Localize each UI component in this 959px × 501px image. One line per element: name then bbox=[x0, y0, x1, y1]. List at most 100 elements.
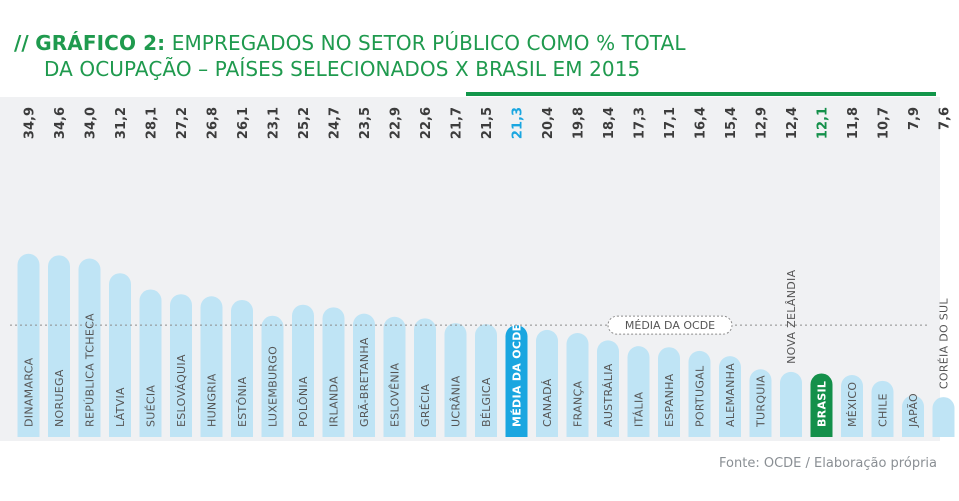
bar-luxemburgo bbox=[261, 315, 284, 437]
bar-japao bbox=[902, 395, 924, 437]
value-label-grecia: 22,6 bbox=[419, 107, 434, 139]
bar-portugal bbox=[688, 350, 711, 437]
category-label-alemanha: ALEMANHA bbox=[724, 363, 737, 427]
bar-belgica bbox=[475, 324, 497, 437]
value-label-eslovaquia: 27,2 bbox=[175, 107, 190, 139]
category-label-eslovenia: ESLOVÊNIA bbox=[389, 363, 402, 427]
category-label-estonia: ESTÔNIA bbox=[236, 376, 249, 427]
title-prefix: // bbox=[14, 31, 29, 55]
category-label-suecia: SUÉCIA bbox=[145, 385, 158, 427]
bar-irlanda bbox=[322, 307, 345, 437]
category-label-eslovaquia: ESLOVÁQUIA bbox=[175, 354, 188, 427]
category-label-mexico: MÉXICO bbox=[846, 382, 859, 427]
value-label-chile: 10,7 bbox=[877, 107, 892, 139]
bar-eslovenia bbox=[383, 316, 406, 437]
category-label-coreia-do-sul: CORÉIA DO SUL bbox=[938, 298, 951, 389]
category-label-espanha: ESPANHA bbox=[663, 373, 676, 427]
value-label-gra-bretanha: 23,5 bbox=[358, 107, 373, 139]
category-label-grecia: GRÉCIA bbox=[419, 383, 432, 427]
category-label-republica-tcheca: REPÚBLICA TCHECA bbox=[84, 313, 97, 427]
title-line-2: DA OCUPAÇÃO – PAÍSES SELECIONADOS X BRAS… bbox=[44, 57, 641, 81]
value-label-latvia: 31,2 bbox=[114, 107, 129, 139]
bar-alemanha bbox=[719, 356, 741, 437]
category-label-canada: CANADÁ bbox=[541, 378, 554, 427]
category-label-belgica: BÉLGICA bbox=[480, 377, 493, 427]
category-label-japao: JAPÃO bbox=[907, 393, 920, 428]
bar-gra-bretanha bbox=[353, 313, 375, 437]
bar-estonia bbox=[231, 299, 253, 437]
value-label-suecia: 28,1 bbox=[145, 107, 160, 139]
bar-suecia bbox=[139, 289, 162, 437]
bar-republica-tcheca bbox=[78, 258, 101, 437]
category-label-ucrania: UCRÂNIA bbox=[450, 375, 463, 427]
value-label-italia: 17,3 bbox=[633, 107, 648, 139]
source-note: Fonte: OCDE / Elaboração própria bbox=[719, 456, 937, 471]
value-label-media-da-ocde: 21,3 bbox=[511, 107, 526, 139]
bar-italia bbox=[627, 346, 650, 437]
value-label-espanha: 17,1 bbox=[663, 107, 678, 139]
value-label-japao: 7,9 bbox=[907, 107, 922, 130]
category-label-brasil: BRASIL bbox=[816, 381, 829, 427]
average-line-label-box bbox=[607, 315, 733, 335]
bar-polonia bbox=[292, 304, 314, 437]
value-label-brasil: 12,1 bbox=[816, 107, 831, 139]
value-label-eslovenia: 22,9 bbox=[389, 107, 404, 139]
chart-title: // GRÁFICO 2: EMPREGADOS NO SETOR PÚBLIC… bbox=[14, 30, 686, 82]
category-label-gra-bretanha: GRÃ-BRETANHA bbox=[358, 337, 371, 427]
bar-brasil bbox=[810, 373, 833, 437]
bar-franca bbox=[566, 333, 589, 437]
value-label-irlanda: 24,7 bbox=[328, 107, 343, 139]
average-reference-line: MÉDIA DA OCDE bbox=[10, 315, 930, 335]
category-label-latvia: LÁTVIA bbox=[114, 387, 127, 427]
bar-mexico bbox=[841, 375, 863, 437]
bar-nova-zelandia bbox=[780, 371, 803, 437]
category-label-italia: ITÁLIA bbox=[633, 391, 646, 427]
value-label-coreia-do-sul: 7,6 bbox=[938, 107, 953, 130]
value-label-turquia: 12,9 bbox=[755, 107, 770, 139]
bar-canada bbox=[536, 329, 558, 437]
value-label-ucrania: 21,7 bbox=[450, 107, 465, 139]
bar-chart: 34,9 DINAMARCA 34,6 NORUEGA 34,0 REPÚBLICA TC… bbox=[0, 97, 955, 441]
value-label-nova-zelandia: 12,4 bbox=[785, 107, 800, 139]
value-label-belgica: 21,5 bbox=[480, 107, 495, 139]
value-label-luxemburgo: 23,1 bbox=[267, 107, 282, 139]
category-label-nova-zelandia: NOVA ZELÂNDIA bbox=[785, 269, 798, 363]
average-line-label: MÉDIA DA OCDE bbox=[625, 319, 715, 332]
bar-espanha bbox=[658, 347, 680, 437]
category-label-polonia: POLÔNIA bbox=[297, 376, 310, 427]
value-label-canada: 20,4 bbox=[541, 107, 556, 139]
title-accent-line bbox=[466, 92, 936, 96]
category-label-luxemburgo: LUXEMBURGO bbox=[267, 346, 280, 427]
bar-eslovaquia bbox=[170, 294, 192, 437]
value-label-australia: 18,4 bbox=[602, 107, 617, 139]
category-label-franca: FRANÇA bbox=[572, 381, 585, 427]
category-label-australia: AUSTRÁLIA bbox=[602, 363, 615, 427]
bar-media-da-ocde bbox=[505, 325, 528, 437]
bar-coreia-do-sul bbox=[932, 397, 955, 437]
category-label-chile: CHILE bbox=[877, 393, 890, 427]
value-label-dinamarca: 34,9 bbox=[23, 107, 38, 139]
value-label-mexico: 11,8 bbox=[846, 107, 861, 139]
bars-group: 34,9 DINAMARCA 34,6 NORUEGA 34,0 REPÚBLICA TC… bbox=[17, 107, 955, 437]
category-label-turquia: TURQUIA bbox=[755, 375, 768, 428]
bar-latvia bbox=[109, 273, 131, 437]
value-label-republica-tcheca: 34,0 bbox=[84, 107, 99, 139]
bar-australia bbox=[597, 340, 619, 437]
category-label-hungria: HUNGRIA bbox=[206, 373, 219, 427]
value-label-portugal: 16,4 bbox=[694, 107, 709, 139]
bar-grecia bbox=[414, 318, 436, 437]
bar-chile bbox=[871, 380, 894, 437]
value-label-estonia: 26,1 bbox=[236, 107, 251, 139]
category-label-media-da-ocde: MÉDIA DA OCDE bbox=[511, 324, 524, 427]
value-label-franca: 19,8 bbox=[572, 107, 587, 139]
category-label-dinamarca: DINAMARCA bbox=[23, 357, 36, 427]
title-line-1: EMPREGADOS NO SETOR PÚBLICO COMO % TOTAL bbox=[171, 31, 686, 55]
chart-number: GRÁFICO 2: bbox=[35, 31, 166, 55]
bar-ucrania bbox=[444, 323, 467, 437]
value-label-noruega: 34,6 bbox=[53, 107, 68, 139]
bar-hungria bbox=[200, 296, 223, 437]
value-label-hungria: 26,8 bbox=[206, 107, 221, 139]
category-label-irlanda: IRLANDA bbox=[328, 376, 341, 427]
category-label-portugal: PORTUGAL bbox=[694, 365, 707, 427]
value-label-alemanha: 15,4 bbox=[724, 107, 739, 139]
